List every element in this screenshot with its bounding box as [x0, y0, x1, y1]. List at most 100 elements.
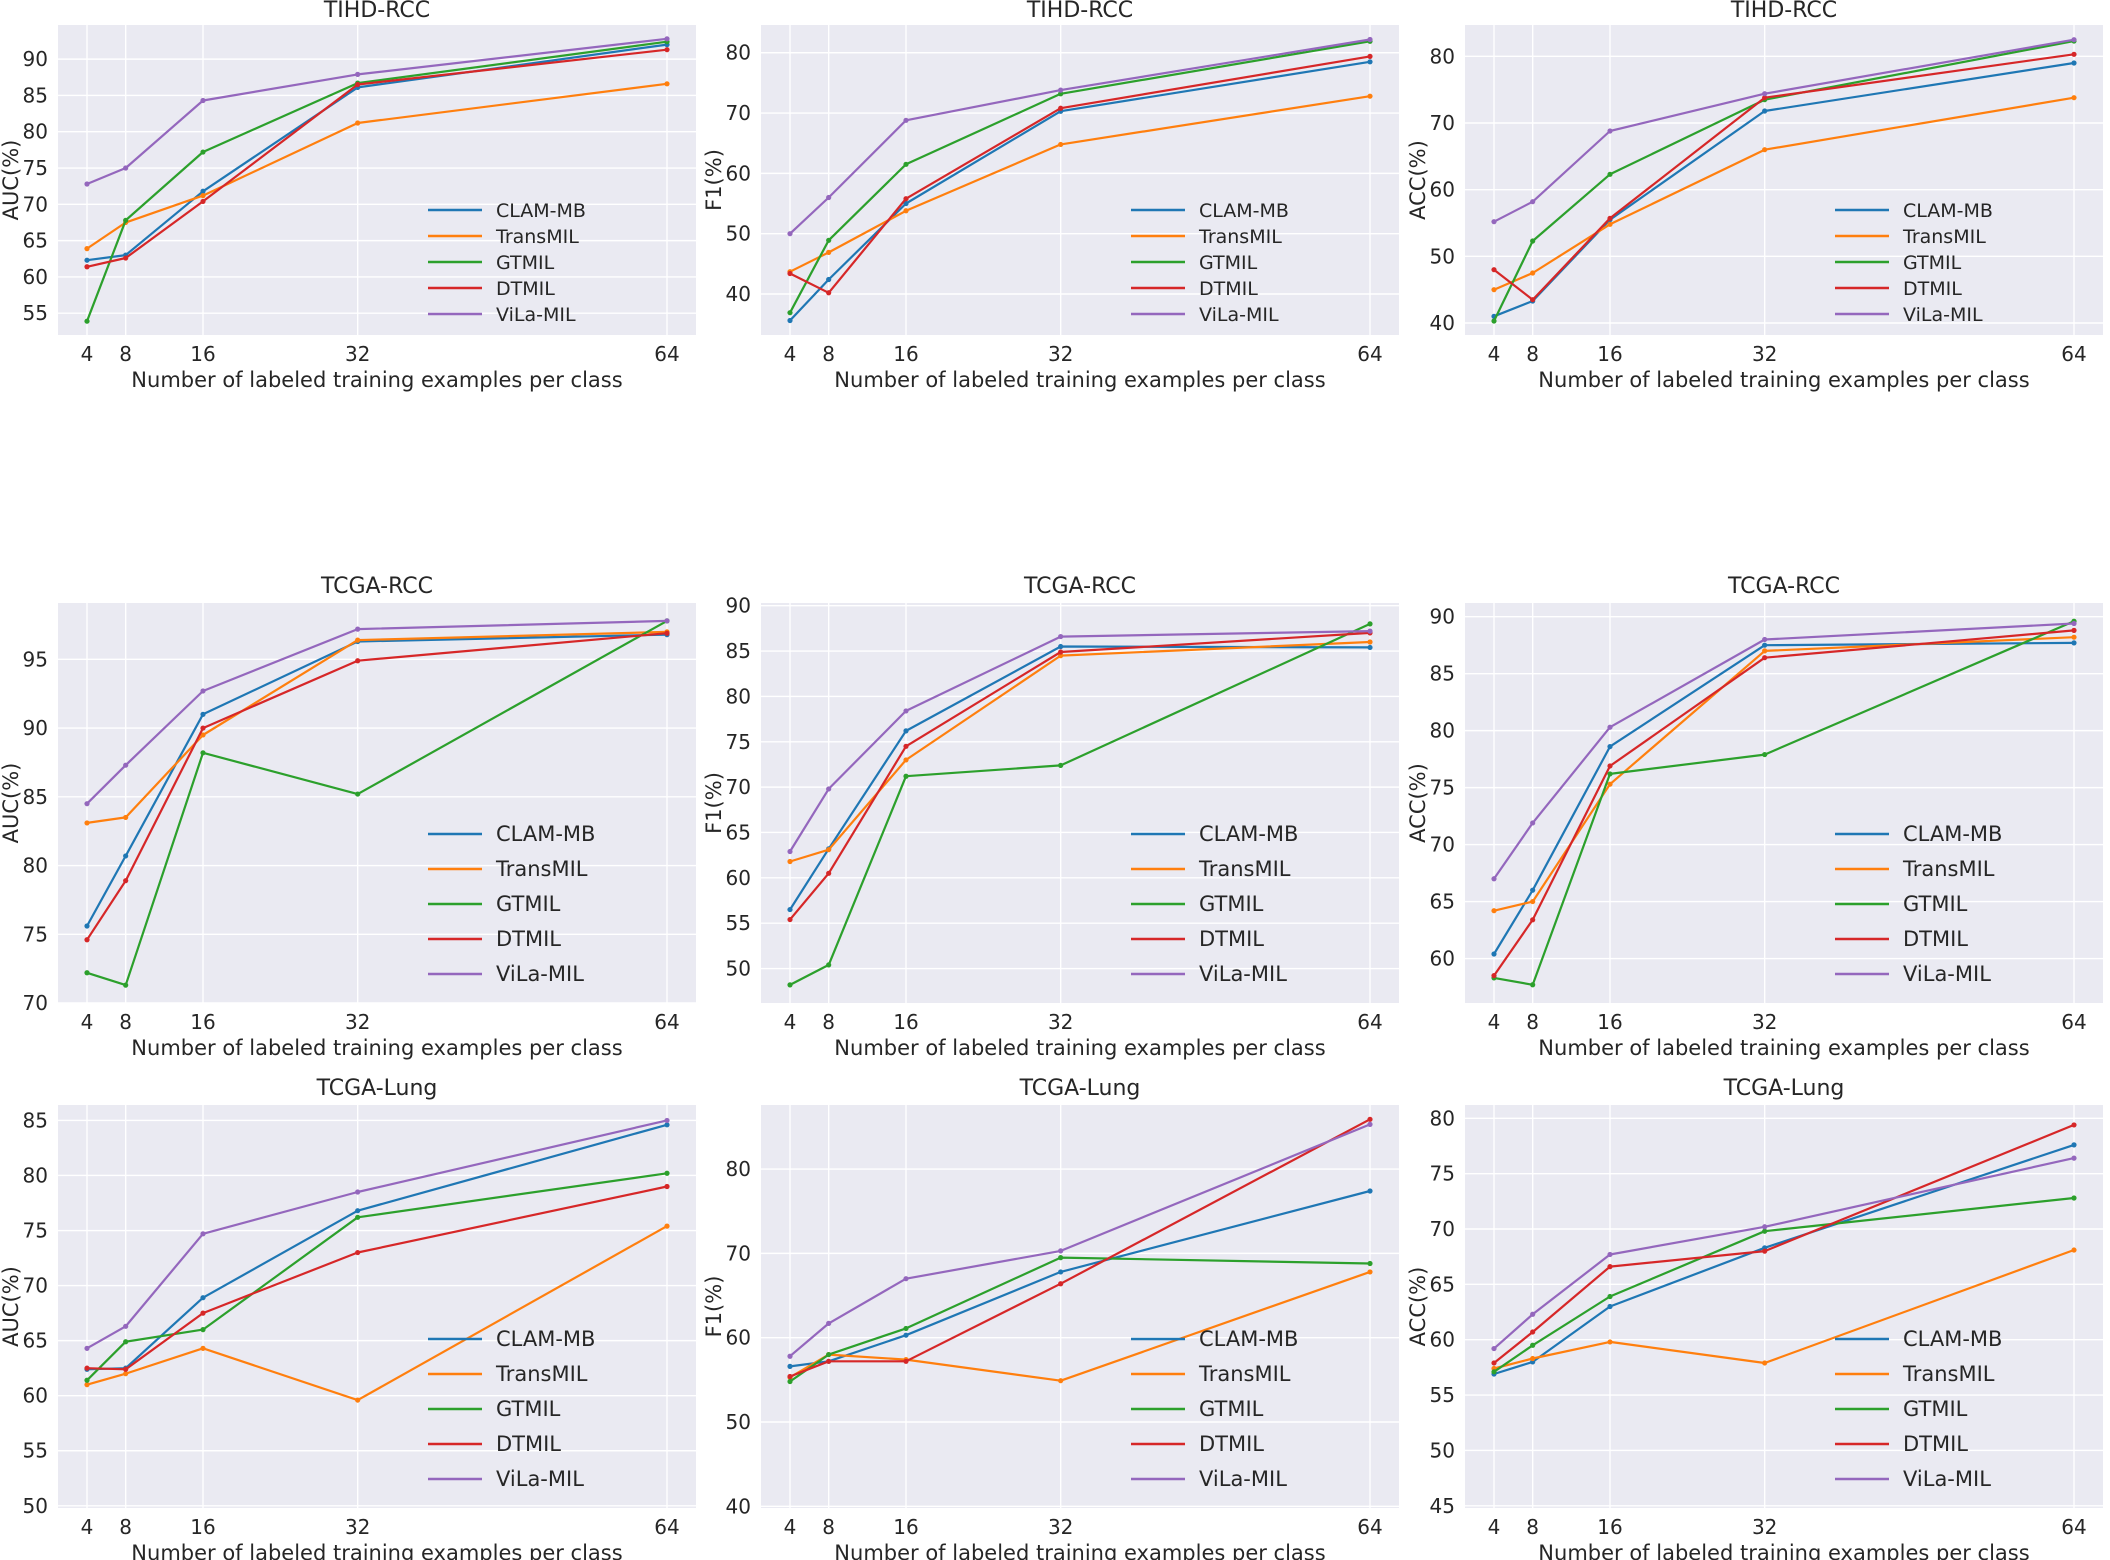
- data-point-DTMIL: [1530, 1329, 1536, 1335]
- y-tick-label: 60: [1430, 947, 1455, 971]
- y-tick-label: 80: [1430, 44, 1455, 68]
- data-point-CLAM-MB: [123, 853, 129, 859]
- chart-tcga-rcc-acc: 60 65 70 75 80 85 90 4 8 16 32 64 TCGA-RCC ACC(%) Numb…: [1407, 548, 2110, 1060]
- data-point-DTMIL: [787, 1373, 793, 1380]
- data-point-TransMIL: [2071, 1247, 2077, 1253]
- x-tick-label: 4: [784, 1010, 797, 1034]
- y-tick-label: 60: [726, 866, 751, 890]
- data-point-GTMIL: [200, 149, 206, 155]
- legend: CLAM-MB TransMIL GTMIL DTMIL ViLa-MIL: [1835, 822, 2002, 986]
- legend-label-ViLa-MIL: ViLa-MIL: [1199, 1467, 1287, 1491]
- data-point-DTMIL: [2071, 627, 2077, 633]
- data-point-DTMIL: [1762, 1248, 1768, 1254]
- y-tick-label: 50: [1430, 1438, 1455, 1462]
- data-point-DTMIL: [903, 196, 909, 202]
- chart-tcga-rcc-acc-svg: 60 65 70 75 80 85 90 4 8 16 32 64 TCGA-RCC ACC(%) Numb…: [1407, 574, 2103, 1060]
- gridlines: [761, 25, 1399, 335]
- legend-label-DTMIL: DTMIL: [1903, 278, 1962, 300]
- legend-label-CLAM-MB: CLAM-MB: [496, 822, 595, 846]
- data-point-GTMIL: [200, 750, 206, 756]
- legend-label-TransMIL: TransMIL: [495, 226, 579, 248]
- y-tick-label: 85: [23, 1108, 48, 1132]
- data-point-DTMIL: [1607, 1264, 1613, 1270]
- x-tick-label: 16: [893, 1515, 918, 1539]
- data-point-CLAM-MB: [1530, 887, 1536, 893]
- x-tick-label: 4: [81, 1515, 94, 1539]
- data-point-DTMIL: [903, 1358, 909, 1364]
- data-point-TransMIL: [355, 120, 361, 126]
- data-point-ViLa-MIL: [1530, 820, 1536, 826]
- chart-tcga-lung-auc: 50 55 60 65 70 75 80 85 4 8 16 32 64 TCGA-Lung AUC(%) N…: [0, 1050, 703, 1560]
- data-point-DTMIL: [355, 658, 361, 664]
- x-tick-label: 16: [1597, 1010, 1622, 1034]
- legend-label-TransMIL: TransMIL: [1198, 226, 1282, 248]
- data-point-DTMIL: [664, 47, 670, 53]
- legend-label-CLAM-MB: CLAM-MB: [1199, 822, 1298, 846]
- x-tick-label: 64: [1357, 1010, 1382, 1034]
- data-point-ViLa-MIL: [903, 117, 909, 123]
- data-point-CLAM-MB: [903, 728, 909, 734]
- data-point-ViLa-MIL: [787, 1353, 793, 1359]
- x-tick-label: 32: [345, 1515, 370, 1539]
- data-point-ViLa-MIL: [903, 708, 909, 714]
- gridlines: [58, 25, 696, 335]
- legend-label-TransMIL: TransMIL: [495, 857, 588, 881]
- data-point-CLAM-MB: [1367, 644, 1373, 651]
- y-tick-label: 85: [1430, 662, 1455, 686]
- data-point-ViLa-MIL: [1058, 633, 1064, 640]
- data-point-GTMIL: [1058, 762, 1064, 768]
- chart-title: TIHD-RCC: [1730, 0, 1837, 23]
- data-point-TransMIL: [1762, 1360, 1768, 1366]
- data-point-CLAM-MB: [1058, 643, 1064, 650]
- y-tick-label: 70: [23, 1274, 48, 1298]
- legend: CLAM-MB TransMIL GTMIL DTMIL ViLa-MIL: [428, 1327, 595, 1491]
- data-point-DTMIL: [787, 270, 793, 277]
- legend: CLAM-MB TransMIL GTMIL DTMIL ViLa-MIL: [1131, 822, 1298, 986]
- y-tick-label: 80: [726, 684, 751, 708]
- data-point-TransMIL: [200, 1345, 206, 1351]
- data-point-GTMIL: [787, 982, 793, 988]
- plot-background: [58, 1105, 696, 1508]
- data-point-GTMIL: [1530, 982, 1536, 988]
- legend-label-GTMIL: GTMIL: [1903, 252, 1962, 274]
- y-tick-label: 90: [1430, 605, 1455, 629]
- y-tick-label: 60: [726, 161, 751, 185]
- data-point-ViLa-MIL: [355, 71, 361, 77]
- legend-label-CLAM-MB: CLAM-MB: [496, 1327, 595, 1351]
- y-tick-label: 90: [23, 47, 48, 71]
- plot-background: [1465, 1105, 2103, 1508]
- y-tick-label: 65: [23, 1329, 48, 1353]
- data-point-DTMIL: [2071, 51, 2077, 57]
- x-tick-label: 8: [119, 1515, 132, 1539]
- data-point-CLAM-MB: [664, 1122, 670, 1128]
- data-point-ViLa-MIL: [1367, 36, 1373, 43]
- data-point-TransMIL: [84, 820, 90, 826]
- data-point-TransMIL: [1607, 781, 1613, 787]
- legend: CLAM-MB TransMIL GTMIL DTMIL ViLa-MIL: [1835, 200, 1993, 326]
- data-point-ViLa-MIL: [1367, 628, 1373, 634]
- y-tick-label: 85: [726, 639, 751, 663]
- y-axis-label: F1(%): [703, 772, 726, 834]
- data-point-CLAM-MB: [200, 188, 206, 194]
- data-point-ViLa-MIL: [355, 1189, 361, 1195]
- chart-tihd-rcc-f1: 40 50 60 70 80 4 8 16 32 64 TIHD-RCC F1(%) Number of…: [703, 0, 1406, 400]
- data-point-CLAM-MB: [2071, 60, 2077, 66]
- data-point-GTMIL: [1367, 1260, 1373, 1267]
- gridlines: [761, 603, 1399, 1003]
- data-point-ViLa-MIL: [826, 786, 832, 792]
- data-point-DTMIL: [1491, 267, 1497, 273]
- data-point-CLAM-MB: [1367, 59, 1373, 65]
- data-point-GTMIL: [123, 982, 129, 988]
- x-axis-label: Number of labeled training examples per …: [131, 1541, 622, 1560]
- x-tick-label: 4: [81, 1010, 94, 1034]
- y-tick-label: 60: [23, 1384, 48, 1408]
- y-tick-label: 80: [1430, 719, 1455, 743]
- data-point-ViLa-MIL: [200, 688, 206, 694]
- legend-label-DTMIL: DTMIL: [496, 278, 555, 300]
- data-point-CLAM-MB: [1491, 951, 1497, 957]
- data-point-TransMIL: [1607, 1339, 1613, 1345]
- y-tick-label: 40: [1430, 311, 1455, 335]
- y-tick-label: 95: [23, 647, 48, 671]
- y-tick-label: 75: [726, 730, 751, 754]
